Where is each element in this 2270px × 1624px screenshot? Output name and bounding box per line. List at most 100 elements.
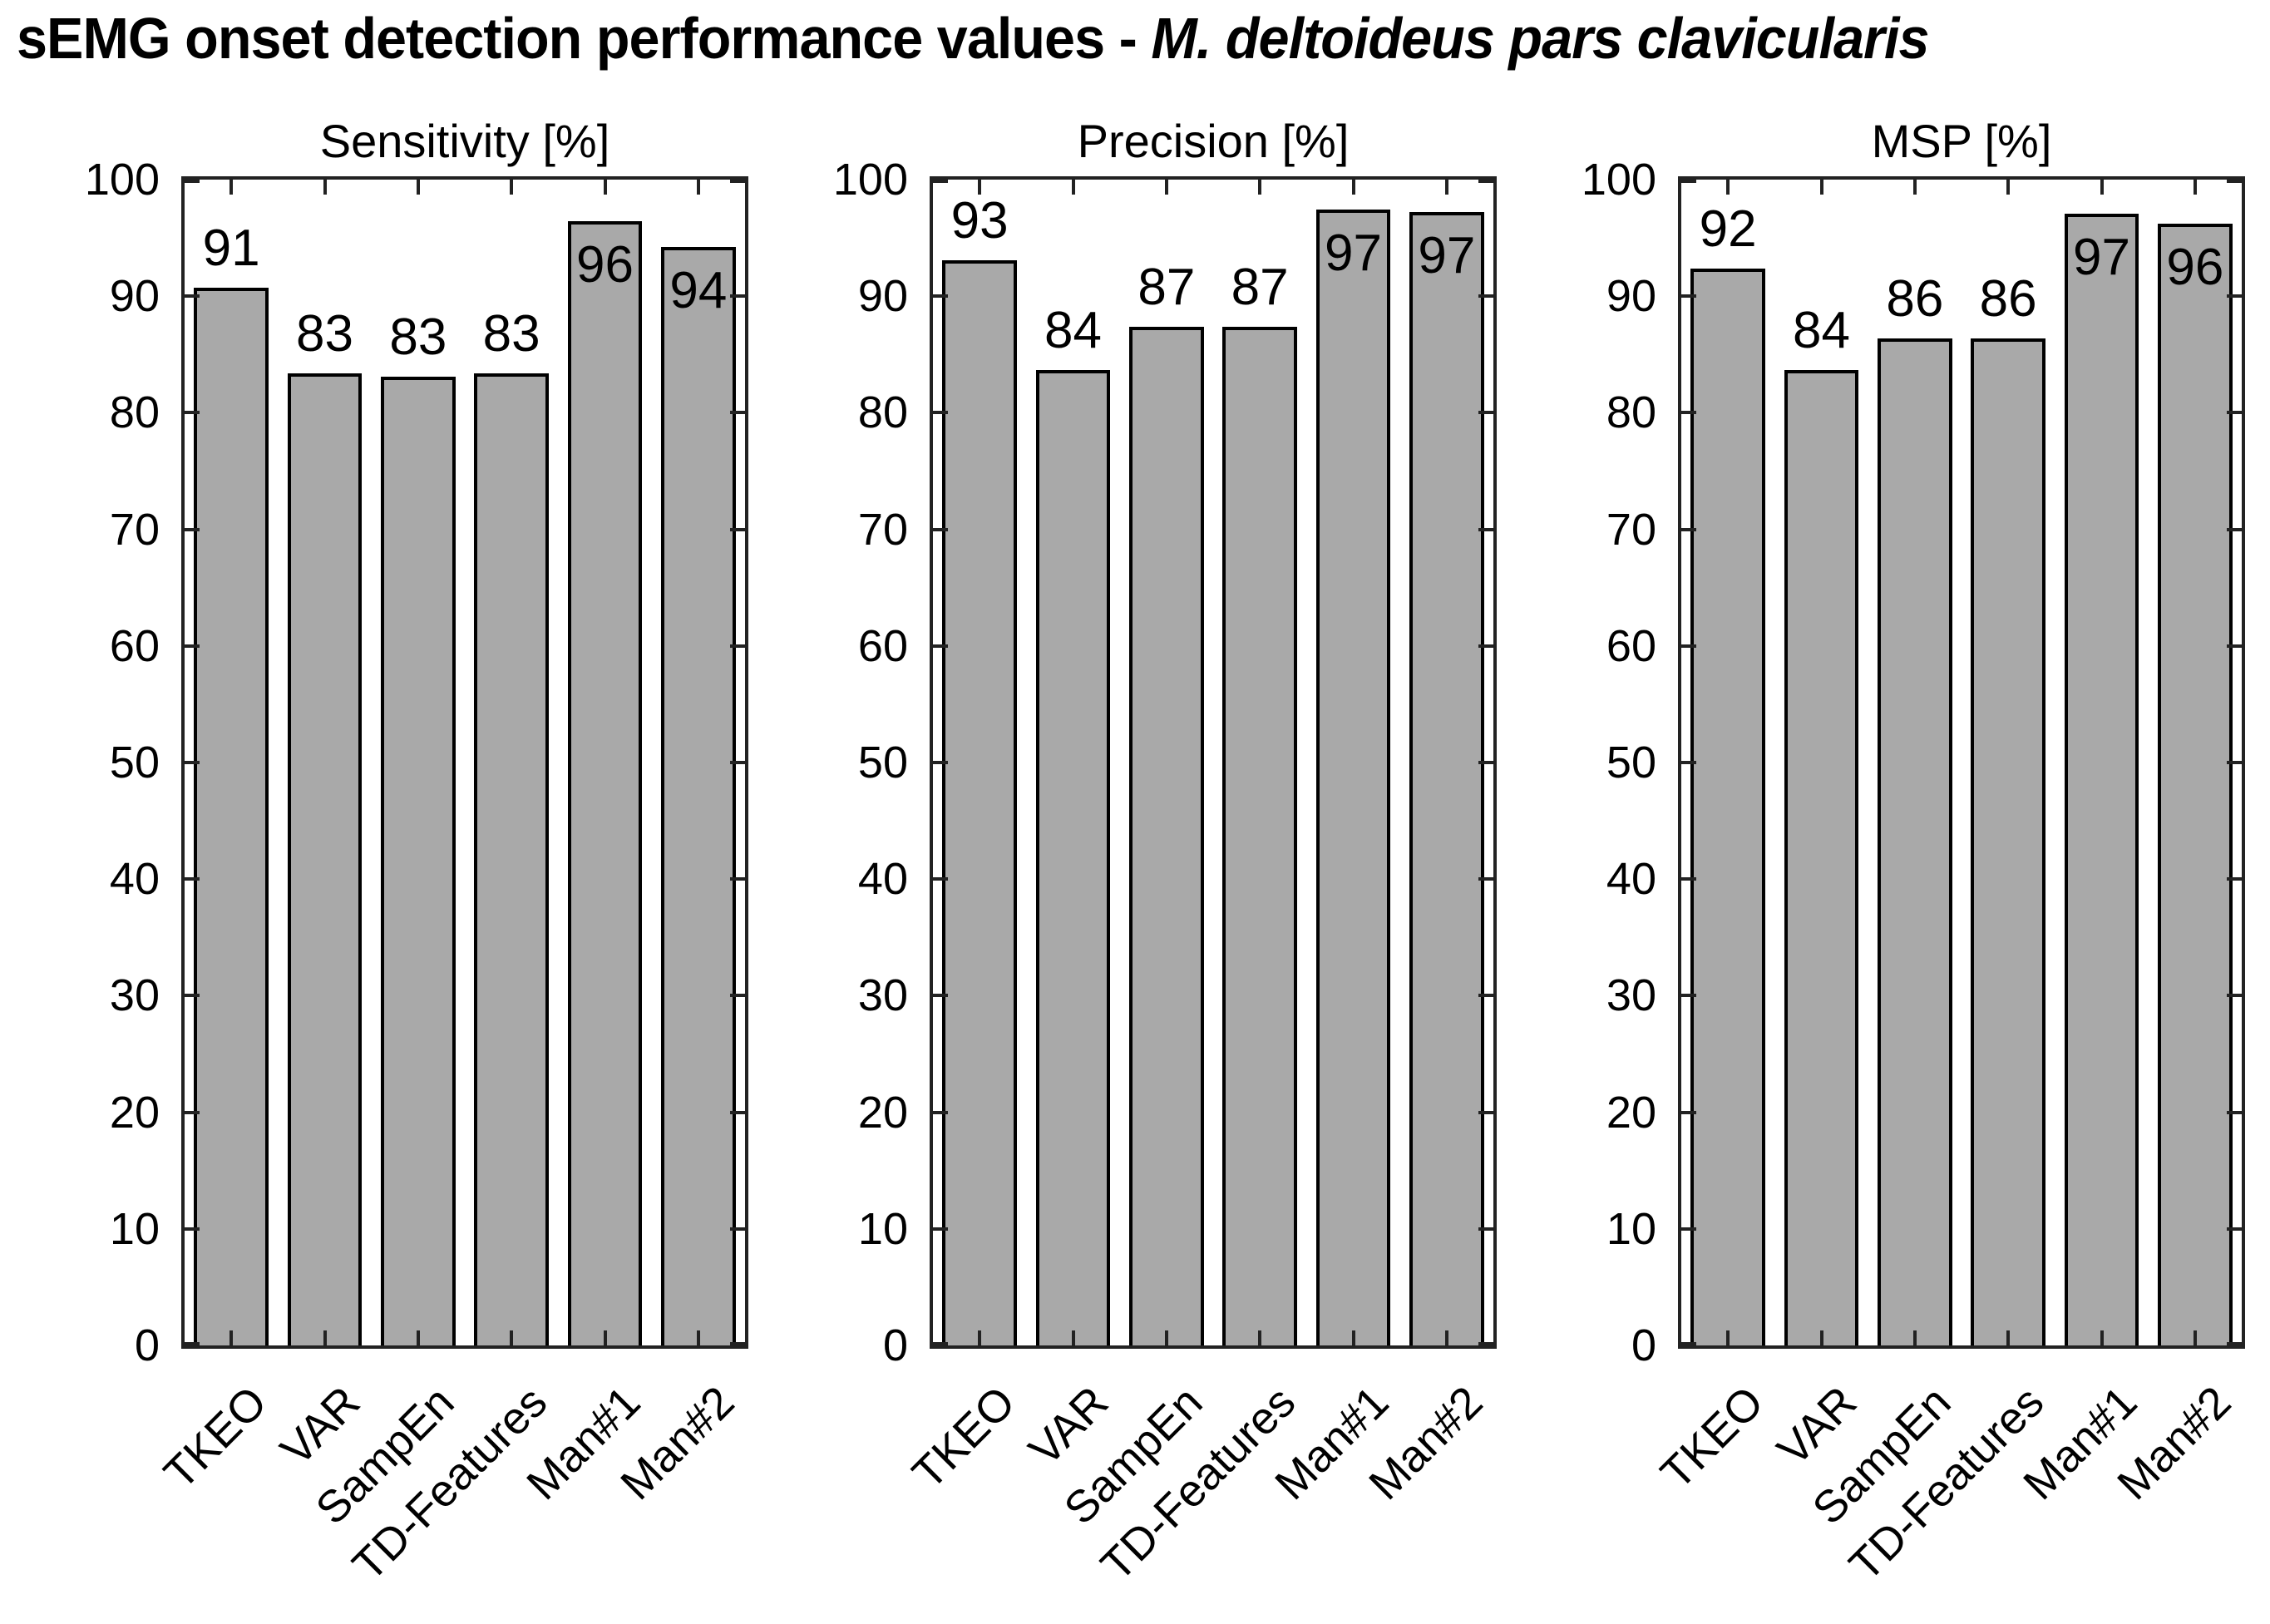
- chart-title: Precision [%]: [1077, 115, 1350, 167]
- x-axis-tick-bottom: [1351, 1330, 1355, 1345]
- y-axis-tick-right: [1478, 1342, 1493, 1345]
- x-axis-tick-bottom: [1071, 1330, 1075, 1345]
- y-axis-tick-left: [933, 644, 948, 648]
- y-axis-tick-left: [933, 411, 948, 415]
- bar-value-label: 87: [1137, 258, 1196, 316]
- bar-value-label: 94: [669, 262, 728, 320]
- y-axis-tick-left: [1681, 180, 1696, 183]
- x-axis-tick-bottom: [2100, 1330, 2104, 1345]
- y-axis-tick-left: [185, 877, 200, 881]
- y-tick-label: 100: [832, 155, 908, 205]
- y-axis-tick-left: [933, 994, 948, 998]
- y-axis-tick-right: [1478, 877, 1493, 881]
- y-axis-tick-right: [1478, 411, 1493, 415]
- y-axis-tick-right: [1478, 180, 1493, 183]
- x-axis-tick-bottom: [1258, 1330, 1262, 1345]
- bar-man-1: [567, 221, 643, 1345]
- y-tick-label: 30: [857, 970, 908, 1021]
- bar-man-2: [2157, 224, 2233, 1345]
- x-axis-tick-top: [1819, 180, 1823, 195]
- y-tick-label: 70: [857, 504, 908, 555]
- x-tick-label-tkeo: TKEO: [155, 1376, 277, 1499]
- x-axis-tick-top: [1351, 180, 1355, 195]
- bar-value-label: 87: [1231, 258, 1289, 316]
- x-axis-tick-bottom: [2193, 1330, 2197, 1345]
- bar-value-label: 83: [389, 308, 447, 366]
- y-axis-tick-right: [730, 411, 745, 415]
- y-axis-tick-right: [1478, 994, 1493, 998]
- y-axis-tick-right: [1478, 1227, 1493, 1231]
- x-axis-tick-bottom: [1444, 1330, 1448, 1345]
- x-axis-tick-bottom: [1726, 1330, 1730, 1345]
- y-axis-tick-right: [730, 644, 745, 648]
- y-axis-tick-right: [2227, 1342, 2242, 1345]
- x-axis-tick-top: [2006, 180, 2011, 195]
- x-axis-tick-bottom: [2006, 1330, 2011, 1345]
- y-axis-tick-left: [185, 1110, 200, 1114]
- bar-value-label: 97: [2073, 228, 2130, 286]
- y-axis-tick-left: [1681, 994, 1696, 998]
- y-axis-tick-right: [730, 761, 745, 764]
- y-axis-tick-left: [1681, 1227, 1696, 1231]
- bar-value-label: 97: [1418, 227, 1476, 285]
- figure-title-species: M. deltoideus pars clavicularis: [1151, 6, 1929, 71]
- y-tick-label: 20: [857, 1087, 908, 1138]
- bar-var: [1784, 369, 1859, 1345]
- y-axis-tick-left: [1681, 644, 1696, 648]
- bar-value-label: 96: [2166, 239, 2224, 297]
- bar-value-label: 84: [1044, 301, 1102, 359]
- y-axis-tick-right: [730, 527, 745, 531]
- y-tick-label: 30: [1606, 970, 1656, 1021]
- x-axis-tick-bottom: [229, 1330, 234, 1345]
- y-axis-tick-left: [1681, 761, 1696, 764]
- x-axis-tick-top: [1164, 180, 1168, 195]
- y-axis-tick-left: [185, 761, 200, 764]
- y-tick-label: 80: [109, 387, 160, 438]
- y-tick-label: 60: [1606, 620, 1656, 671]
- bar-man-2: [1409, 212, 1484, 1345]
- y-axis-tick-left: [1681, 411, 1696, 415]
- x-axis-tick-top: [229, 180, 234, 195]
- chart-panel-sensitivity: Sensitivity [%] 0 10 20 30 40 50 60 70 80 90 100 91 T…: [85, 118, 748, 1591]
- x-axis-tick-top: [1258, 180, 1262, 195]
- x-axis-tick-top: [978, 180, 982, 195]
- x-tick-label-tkeo: TKEO: [1651, 1376, 1774, 1499]
- y-axis-tick-left: [933, 527, 948, 531]
- bar-value-label: 86: [1886, 269, 1944, 328]
- y-tick-label: 70: [1606, 504, 1656, 555]
- y-axis-tick-right: [1478, 644, 1493, 648]
- y-tick-label: 70: [109, 504, 160, 555]
- bar-value-label: 97: [1325, 225, 1382, 283]
- y-axis-tick-right: [1478, 1110, 1493, 1114]
- y-axis-tick-right: [2227, 527, 2242, 531]
- y-axis-tick-right: [1478, 761, 1493, 764]
- y-axis-tick-right: [730, 1110, 745, 1114]
- bar-tkeo: [1690, 268, 1766, 1345]
- y-tick-label: 10: [109, 1203, 160, 1254]
- y-axis-tick-left: [185, 411, 200, 415]
- bar-man-2: [660, 247, 736, 1345]
- y-tick-label: 50: [109, 738, 160, 787]
- y-tick-label: 40: [857, 854, 908, 905]
- bar-value-label: 83: [482, 304, 540, 363]
- x-axis-tick-top: [416, 180, 420, 195]
- x-axis-tick-bottom: [696, 1330, 700, 1345]
- y-axis-tick-left: [185, 644, 200, 648]
- y-axis-tick-right: [730, 994, 745, 998]
- y-axis-tick-right: [1478, 527, 1493, 531]
- bar-var: [1035, 369, 1111, 1345]
- y-axis-tick-right: [730, 1227, 745, 1231]
- x-axis-tick-bottom: [416, 1330, 420, 1345]
- y-axis-tick-left: [933, 1342, 948, 1345]
- x-tick-label-tkeo: TKEO: [903, 1376, 1025, 1499]
- y-tick-label: 60: [857, 620, 908, 671]
- y-axis-tick-right: [2227, 411, 2242, 415]
- y-axis-tick-right: [2227, 761, 2242, 764]
- figure-title-main: sEMG onset detection performance values …: [17, 6, 1152, 71]
- x-axis-tick-bottom: [978, 1330, 982, 1345]
- bar-td-features: [1971, 338, 2046, 1345]
- y-tick-label: 10: [1606, 1203, 1656, 1254]
- y-tick-label: 60: [109, 620, 160, 671]
- x-axis-tick-top: [1912, 180, 1917, 195]
- y-tick-label: 0: [1631, 1320, 1656, 1370]
